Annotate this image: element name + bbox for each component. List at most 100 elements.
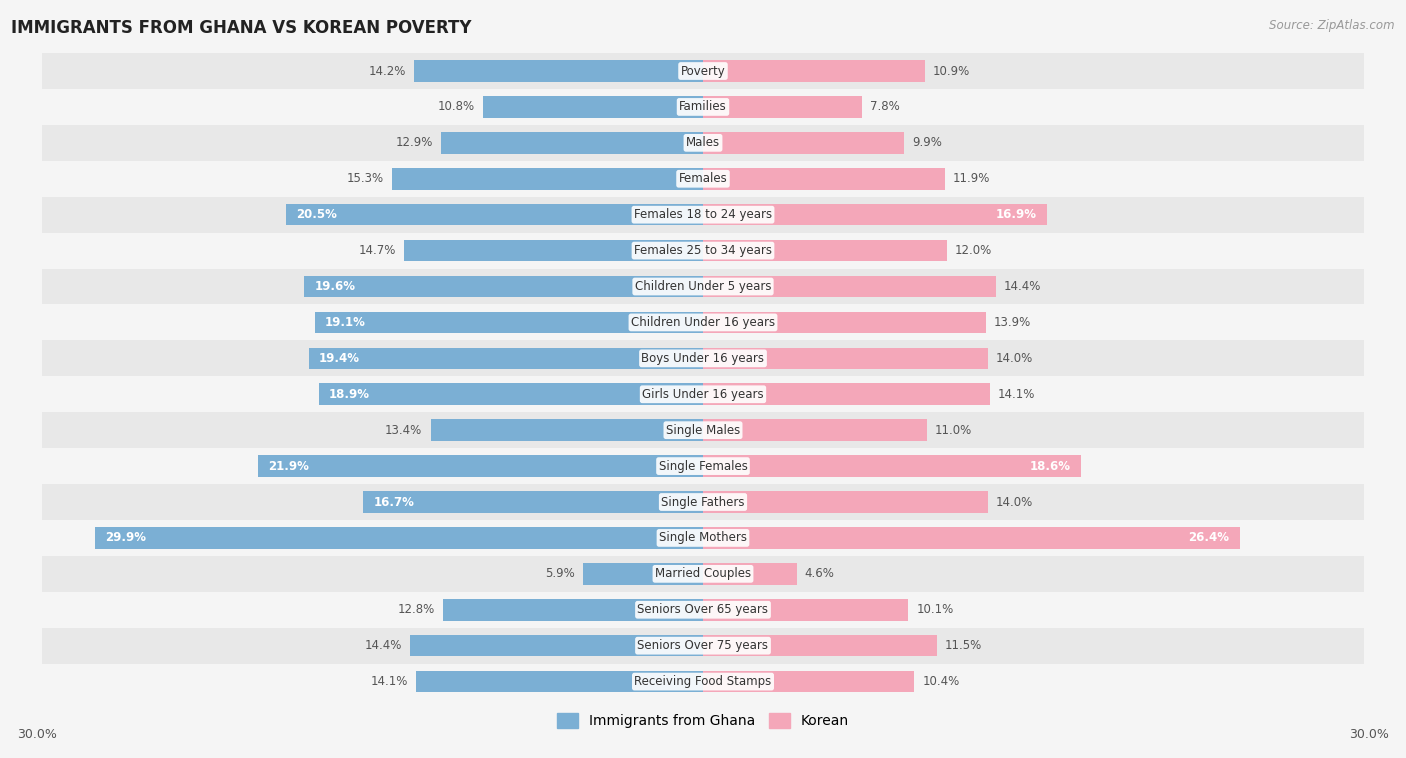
Text: 11.5%: 11.5% [945,639,983,652]
Text: 18.6%: 18.6% [1031,459,1071,472]
Text: Females 18 to 24 years: Females 18 to 24 years [634,208,772,221]
Text: Poverty: Poverty [681,64,725,77]
Bar [392,168,703,190]
Text: 19.1%: 19.1% [325,316,366,329]
Bar [703,348,987,369]
Text: Receiving Food Stamps: Receiving Food Stamps [634,675,772,688]
Bar [315,312,703,334]
Text: Married Couples: Married Couples [655,567,751,581]
Text: 20.5%: 20.5% [297,208,337,221]
Text: 14.1%: 14.1% [371,675,408,688]
Text: 12.8%: 12.8% [398,603,434,616]
Bar [703,240,948,262]
Text: Single Mothers: Single Mothers [659,531,747,544]
Text: Children Under 16 years: Children Under 16 years [631,316,775,329]
Bar [305,276,703,297]
Text: Source: ZipAtlas.com: Source: ZipAtlas.com [1270,19,1395,32]
Text: 10.8%: 10.8% [439,100,475,114]
Bar [703,599,908,621]
Text: 10.1%: 10.1% [917,603,953,616]
Bar [703,276,995,297]
Bar [32,592,1374,628]
Text: 13.9%: 13.9% [994,316,1031,329]
Text: Females 25 to 34 years: Females 25 to 34 years [634,244,772,257]
Text: 12.0%: 12.0% [955,244,993,257]
Bar [440,132,703,154]
Text: 16.9%: 16.9% [995,208,1036,221]
Text: Families: Families [679,100,727,114]
Bar [583,563,703,584]
Bar [703,527,1240,549]
Text: 5.9%: 5.9% [546,567,575,581]
Text: 14.2%: 14.2% [368,64,406,77]
Text: Children Under 5 years: Children Under 5 years [634,280,772,293]
Text: 10.4%: 10.4% [922,675,960,688]
Bar [257,456,703,477]
Bar [484,96,703,117]
Bar [703,456,1081,477]
Text: Single Fathers: Single Fathers [661,496,745,509]
Bar [32,484,1374,520]
Bar [363,491,703,513]
Bar [703,384,990,405]
Bar [319,384,703,405]
Text: 4.6%: 4.6% [804,567,835,581]
Text: Females: Females [679,172,727,185]
Text: Seniors Over 75 years: Seniors Over 75 years [637,639,769,652]
Bar [703,671,914,692]
Text: 14.0%: 14.0% [995,496,1033,509]
Text: 12.9%: 12.9% [395,136,433,149]
Text: 29.9%: 29.9% [105,531,146,544]
Bar [703,96,862,117]
Bar [32,556,1374,592]
Bar [430,419,703,441]
Bar [703,419,927,441]
Text: 18.9%: 18.9% [329,388,370,401]
Text: Single Females: Single Females [658,459,748,472]
Text: 16.7%: 16.7% [374,496,415,509]
Text: 21.9%: 21.9% [269,459,309,472]
Bar [32,268,1374,305]
Bar [404,240,703,262]
Text: IMMIGRANTS FROM GHANA VS KOREAN POVERTY: IMMIGRANTS FROM GHANA VS KOREAN POVERTY [11,19,472,37]
Bar [32,340,1374,376]
Bar [415,60,703,82]
Bar [32,305,1374,340]
Text: 14.4%: 14.4% [1004,280,1042,293]
Bar [703,635,936,656]
Text: Girls Under 16 years: Girls Under 16 years [643,388,763,401]
Bar [32,412,1374,448]
Text: 11.9%: 11.9% [953,172,990,185]
Bar [96,527,703,549]
Bar [32,161,1374,197]
Text: Seniors Over 65 years: Seniors Over 65 years [637,603,769,616]
Bar [703,491,987,513]
Text: 14.7%: 14.7% [359,244,396,257]
Text: 30.0%: 30.0% [17,728,56,741]
Bar [703,204,1046,225]
Text: 14.0%: 14.0% [995,352,1033,365]
Bar [32,520,1374,556]
Text: 19.6%: 19.6% [315,280,356,293]
Bar [308,348,703,369]
Bar [703,312,986,334]
Text: 14.4%: 14.4% [364,639,402,652]
Bar [32,53,1374,89]
Bar [32,628,1374,664]
Text: 19.4%: 19.4% [319,352,360,365]
Bar [416,671,703,692]
Text: 30.0%: 30.0% [1350,728,1389,741]
Bar [32,125,1374,161]
Bar [703,168,945,190]
Text: Single Males: Single Males [666,424,740,437]
Bar [703,60,925,82]
Text: Males: Males [686,136,720,149]
Text: 11.0%: 11.0% [935,424,972,437]
Bar [32,448,1374,484]
Text: 15.3%: 15.3% [347,172,384,185]
Bar [32,376,1374,412]
Bar [703,132,904,154]
Text: 9.9%: 9.9% [912,136,942,149]
Bar [32,664,1374,700]
Bar [32,233,1374,268]
